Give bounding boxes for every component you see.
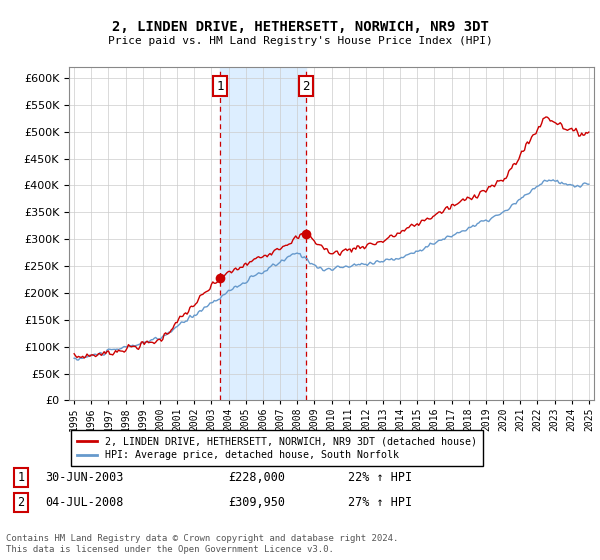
- Text: 1: 1: [17, 470, 25, 484]
- Text: £228,000: £228,000: [228, 470, 285, 484]
- Text: 30-JUN-2003: 30-JUN-2003: [45, 470, 124, 484]
- Text: Contains HM Land Registry data © Crown copyright and database right 2024.: Contains HM Land Registry data © Crown c…: [6, 534, 398, 543]
- Text: 04-JUL-2008: 04-JUL-2008: [45, 496, 124, 509]
- Text: Price paid vs. HM Land Registry's House Price Index (HPI): Price paid vs. HM Land Registry's House …: [107, 36, 493, 46]
- Text: 22% ↑ HPI: 22% ↑ HPI: [348, 470, 412, 484]
- Bar: [220, 67, 306, 400]
- Text: This data is licensed under the Open Government Licence v3.0.: This data is licensed under the Open Gov…: [6, 545, 334, 554]
- Text: £309,950: £309,950: [228, 496, 285, 509]
- Text: 1: 1: [216, 80, 224, 92]
- Legend: 2, LINDEN DRIVE, HETHERSETT, NORWICH, NR9 3DT (detached house), HPI: Average pri: 2, LINDEN DRIVE, HETHERSETT, NORWICH, NR…: [71, 431, 484, 466]
- Text: 2: 2: [17, 496, 25, 509]
- Text: 2: 2: [302, 80, 310, 92]
- Text: 2, LINDEN DRIVE, HETHERSETT, NORWICH, NR9 3DT: 2, LINDEN DRIVE, HETHERSETT, NORWICH, NR…: [112, 20, 488, 34]
- Text: 27% ↑ HPI: 27% ↑ HPI: [348, 496, 412, 509]
